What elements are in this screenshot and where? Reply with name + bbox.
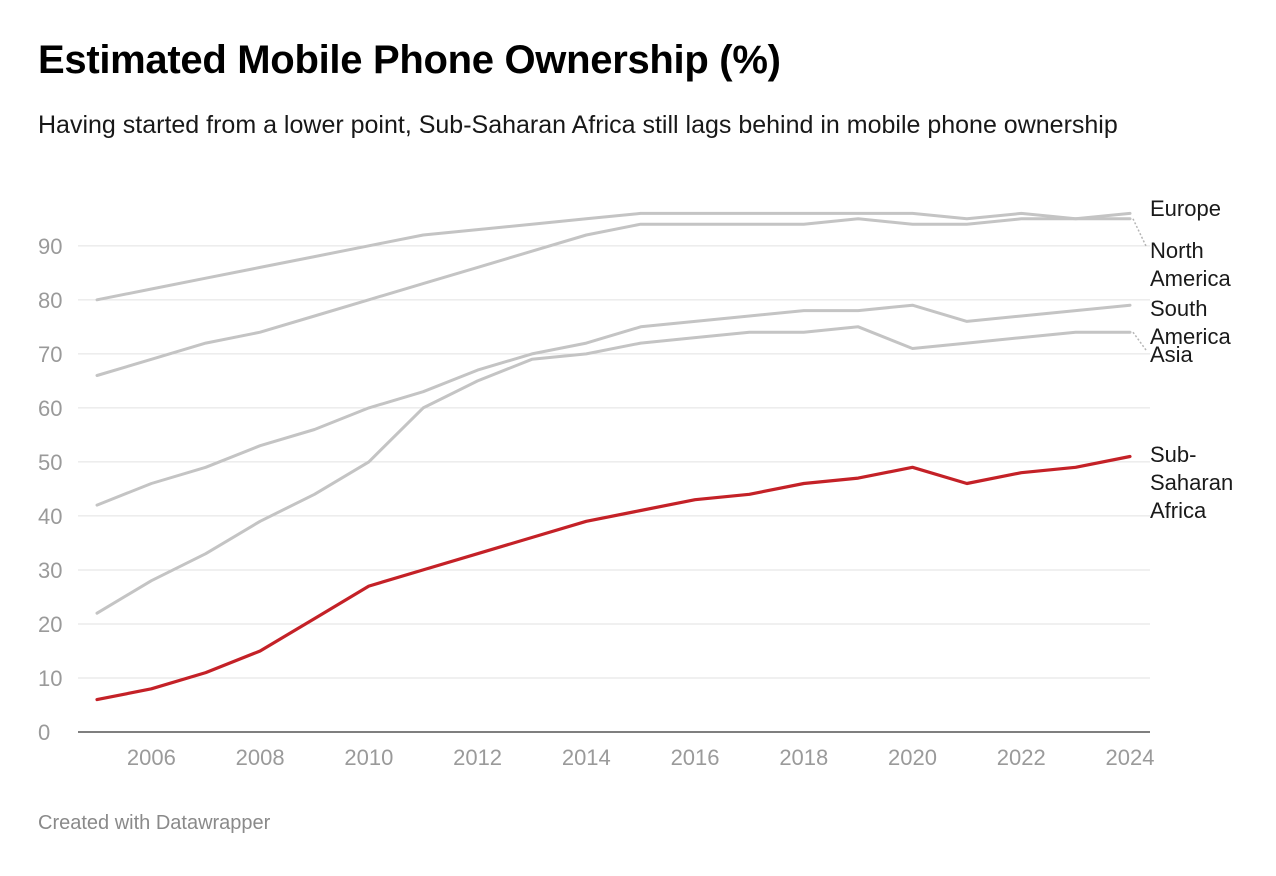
grid-lines xyxy=(78,245,1150,733)
context-series xyxy=(95,211,1132,615)
series-label-south-america: South America xyxy=(1150,296,1231,349)
y-tick-label: 40 xyxy=(38,504,62,529)
series-label-europe: Europe xyxy=(1150,196,1221,221)
x-tick-label: 2008 xyxy=(236,745,285,770)
x-tick-label: 2016 xyxy=(671,745,720,770)
series-line-sub-saharan-africa xyxy=(95,454,1132,702)
series-label-line: Africa xyxy=(1150,498,1207,523)
y-tick-label: 60 xyxy=(38,396,62,421)
x-tick-label: 2018 xyxy=(779,745,828,770)
series-label-line: Saharan xyxy=(1150,470,1233,495)
series-label-sub-saharan-africa: Sub- Saharan Africa xyxy=(1150,442,1233,523)
x-tick-label: 2022 xyxy=(997,745,1046,770)
x-tick-label: 2012 xyxy=(453,745,502,770)
x-axis-ticks: 2006 2008 2010 2012 2014 2016 2018 2020 2022 2024 xyxy=(127,745,1155,770)
x-tick-label: 2006 xyxy=(127,745,176,770)
series-label-line: South xyxy=(1150,296,1208,321)
x-tick-label: 2024 xyxy=(1106,745,1155,770)
x-tick-label: 2010 xyxy=(344,745,393,770)
chart-title: Estimated Mobile Phone Ownership (%) xyxy=(38,38,781,82)
y-tick-label: 20 xyxy=(38,612,62,637)
series-label-line: Europe xyxy=(1150,196,1221,221)
y-tick-label: 0 xyxy=(38,720,50,745)
y-tick-label: 70 xyxy=(38,342,62,367)
y-axis-ticks: 0 10 20 30 40 50 60 70 80 90 xyxy=(38,234,62,745)
series-label-line: America xyxy=(1150,324,1231,349)
series-line-south-america xyxy=(95,303,1132,507)
x-tick-label: 2020 xyxy=(888,745,937,770)
label-connector-asia xyxy=(1132,331,1147,351)
y-tick-label: 80 xyxy=(38,288,62,313)
y-tick-label: 90 xyxy=(38,234,62,259)
series-line-europe xyxy=(95,211,1132,302)
x-tick-label: 2014 xyxy=(562,745,611,770)
series-label-north-america: North America xyxy=(1150,238,1231,291)
label-connectors xyxy=(1132,218,1147,351)
footer-credit: Created with Datawrapper xyxy=(38,812,271,834)
chart-subtitle: Having started from a lower point, Sub-S… xyxy=(38,111,1118,139)
series-label-line: Asia xyxy=(1150,342,1194,367)
series-label-line: Sub- xyxy=(1150,442,1196,467)
series-label-asia: Asia xyxy=(1150,342,1194,367)
label-connector-north-america xyxy=(1132,218,1147,247)
y-tick-label: 30 xyxy=(38,558,62,583)
y-tick-label: 10 xyxy=(38,666,62,691)
series-label-line: America xyxy=(1150,266,1231,291)
highlight-series xyxy=(95,454,1132,702)
y-tick-label: 50 xyxy=(38,450,62,475)
series-line-asia xyxy=(95,325,1132,615)
series-line-north-america xyxy=(95,217,1132,377)
series-label-line: North xyxy=(1150,238,1204,263)
